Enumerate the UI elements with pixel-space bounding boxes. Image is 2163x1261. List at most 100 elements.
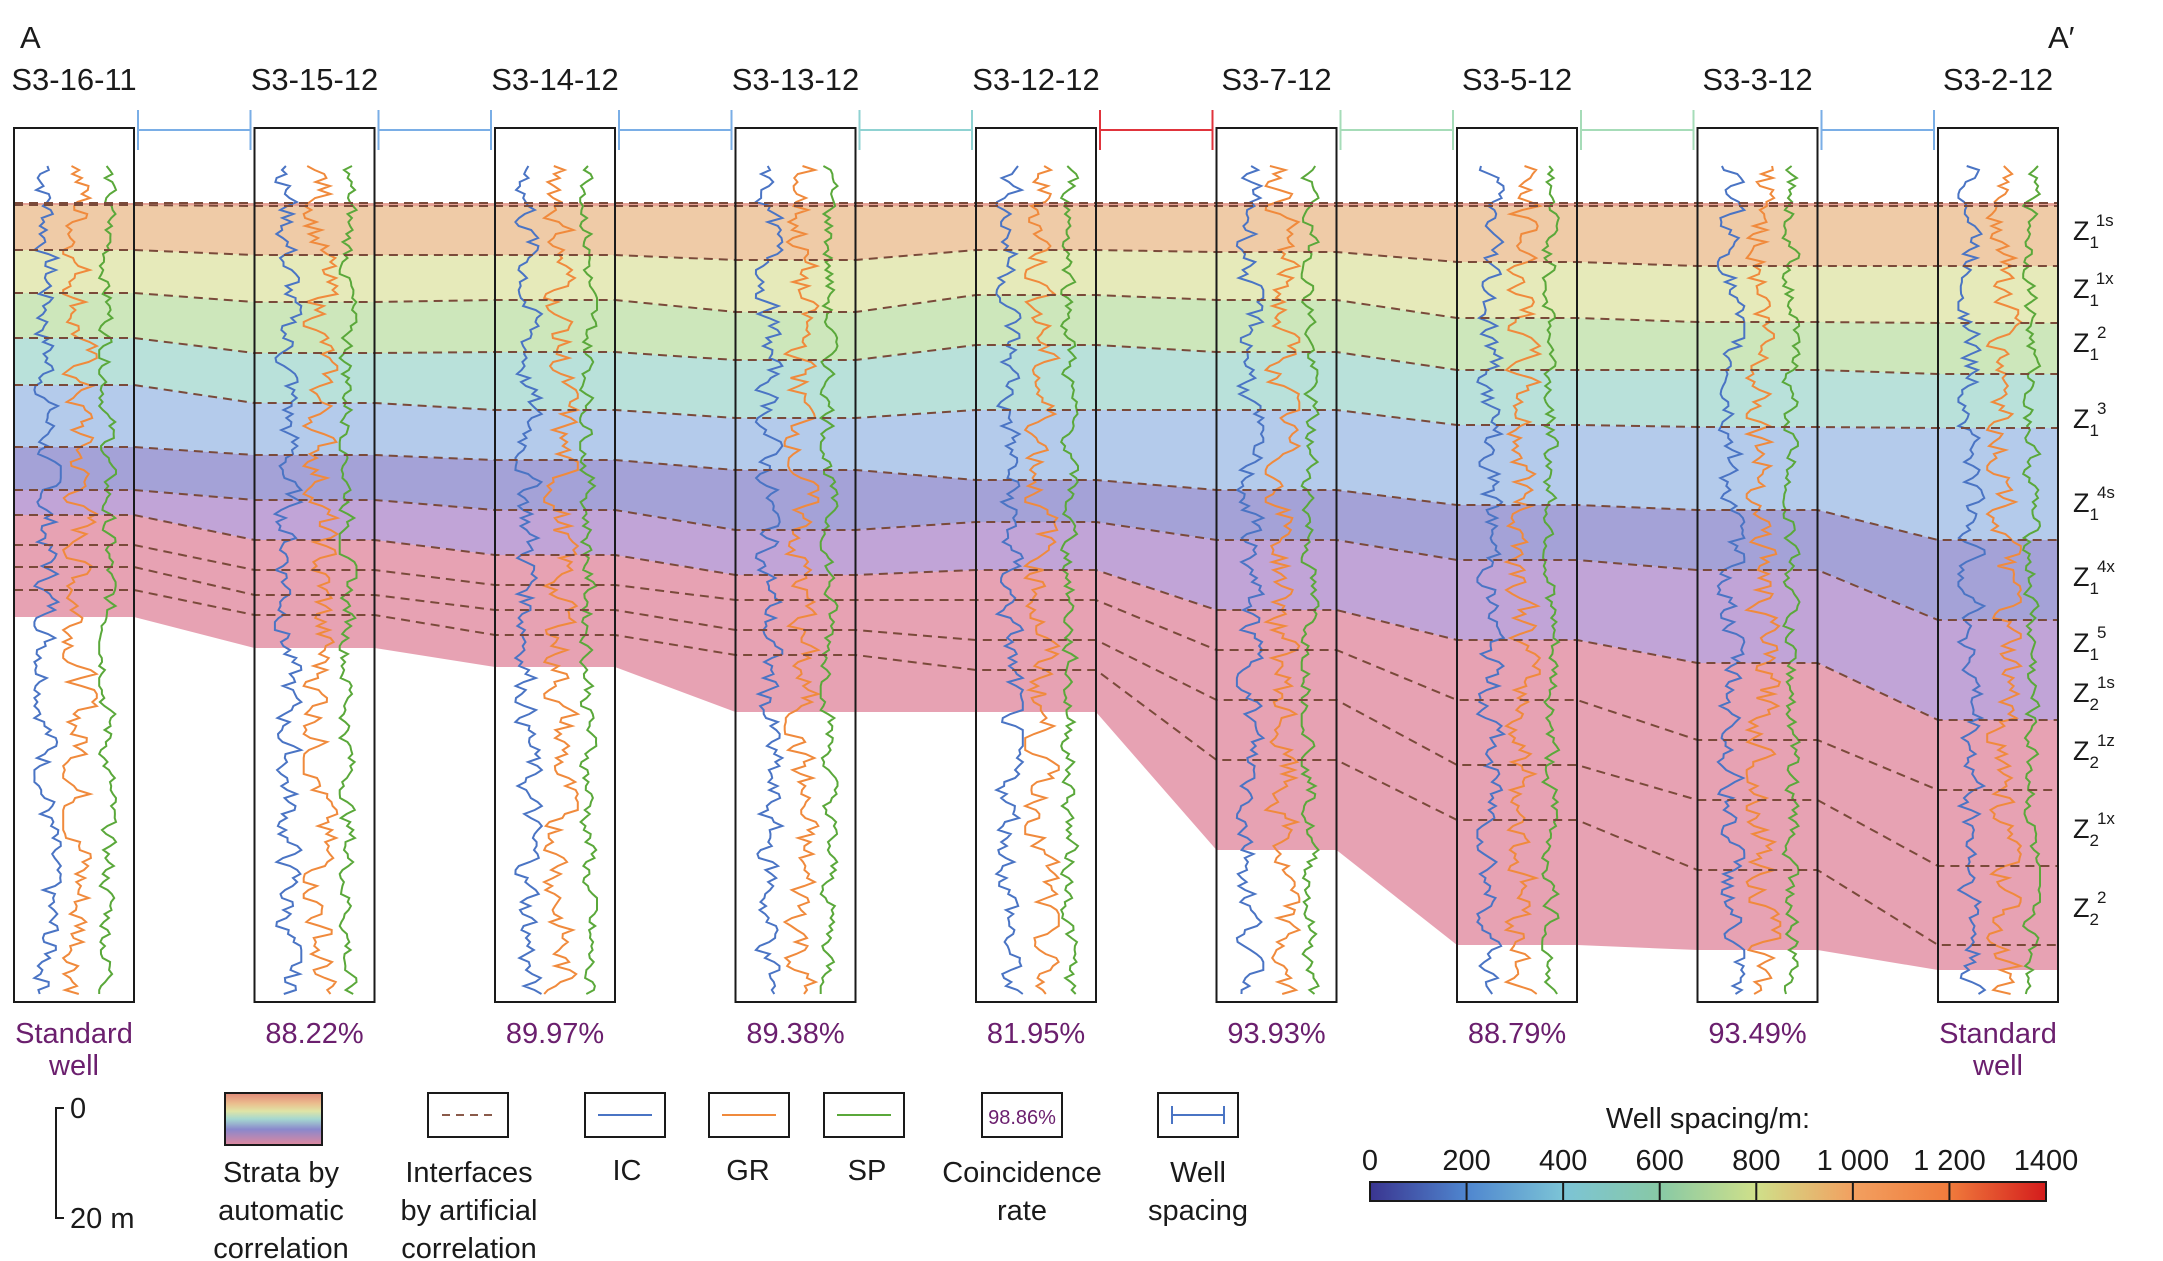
well-frame (1937, 127, 2059, 1003)
colorbar-tick: 800 (1732, 1145, 1780, 1177)
interface-line (14, 544, 2058, 791)
coincidence-rate: 88.22% (265, 1018, 363, 1050)
colorbar-tick: 1400 (2014, 1145, 2079, 1177)
well-spacing-bar (1820, 110, 1935, 150)
section-end-label: A′ (2048, 20, 2075, 55)
well-spacing-bar (1339, 110, 1454, 150)
coincidence-rate: 88.79% (1468, 1018, 1566, 1050)
well-name: S3-15-12 (251, 62, 379, 97)
gr-curve (782, 165, 822, 995)
gr-curve (1263, 165, 1302, 995)
legend-strata-swatch (224, 1092, 323, 1146)
ic-curve (1716, 165, 1747, 995)
well-frame (1456, 127, 1578, 1003)
zone-label: Z11s (2073, 211, 2114, 252)
well-frame (13, 127, 135, 1003)
colorbar-tick: 1 000 (1817, 1145, 1890, 1177)
well-spacing-bar (377, 110, 492, 150)
strata-band (14, 515, 2058, 970)
zone-labels: Z11s Z11x Z12 Z13 Z14s Z14x Z15 Z21s Z21z Z21x Z22 (2073, 211, 2115, 929)
colorbar-tick: 0 (1362, 1145, 1378, 1177)
coincidence-rate: 93.93% (1227, 1018, 1325, 1050)
colorbar-gradient (1369, 1181, 2047, 1202)
spacing-colorbar: Well spacing/m: 0 200 400 600 800 1 000 1 200 1… (1362, 1103, 2079, 1202)
sp-curve (578, 165, 598, 995)
colorbar-title: Well spacing/m: (1606, 1103, 1810, 1135)
gr-curve (1022, 165, 1062, 995)
sp-curve (97, 165, 118, 994)
ic-curve (1956, 165, 1987, 995)
well-name: S3-13-12 (732, 62, 860, 97)
interface-line (14, 337, 2058, 375)
ic-curve (513, 165, 544, 995)
coincidence-rate: 89.97% (506, 1018, 604, 1050)
legend-ic-label: IC (613, 1155, 642, 1187)
interface-line (14, 514, 2058, 721)
well-spacing-bar (137, 110, 252, 150)
sp-curve (1300, 165, 1321, 995)
zone-label: Z21s (2073, 673, 2115, 714)
well-name: S3-3-12 (1702, 62, 1812, 97)
well-frame (253, 127, 376, 1003)
gr-curve (1985, 165, 2025, 995)
strata-band (14, 490, 2058, 720)
well-frame (1696, 127, 1819, 1003)
interface-lines (14, 202, 2058, 946)
well-spacing-bar (1099, 110, 1214, 150)
gr-curve (301, 165, 341, 995)
coincidence-rate: 93.49% (1708, 1018, 1806, 1050)
well-name: S3-12-12 (972, 62, 1100, 97)
sp-curve (2021, 165, 2042, 995)
gr-curve (60, 165, 100, 995)
well-spacing-bar (618, 110, 733, 150)
zone-label: Z12 (2073, 323, 2106, 364)
interface-line (14, 292, 2058, 324)
gr-curve (1503, 165, 1543, 995)
well-name: S3-16-11 (11, 62, 136, 97)
strata-band (14, 293, 2058, 374)
interface-line (14, 589, 2058, 946)
interface-line (14, 204, 2058, 207)
coincidence-rate: 89.38% (746, 1018, 844, 1050)
interface-line (14, 489, 2058, 621)
well-frame (494, 127, 616, 1003)
coincidence-rate: Standard well (15, 1018, 133, 1082)
sp-curve (818, 165, 839, 994)
well-name: S3-5-12 (1462, 62, 1572, 97)
well-frame (734, 127, 857, 1003)
legend-interfaces-label: Interfaces by artificial correlation (401, 1157, 538, 1261)
gr-curve (541, 165, 581, 995)
interface-line (14, 384, 2058, 429)
legend-strata-label: Strata by automatic correlation (213, 1157, 348, 1261)
well-spacing-bar (858, 110, 973, 150)
legend-spacing-swatch (1157, 1092, 1239, 1138)
legend-ic-swatch (584, 1092, 666, 1138)
well-frame (1215, 127, 1338, 1003)
well-frame (975, 127, 1097, 1003)
legend-interfaces-swatch (427, 1092, 509, 1138)
legend-coincidence-sample: 98.86% (988, 1107, 1056, 1129)
well-frames (13, 127, 2059, 1003)
legend: Strata by automatic correlation Interfaces… (213, 1092, 1248, 1261)
legend-gr-swatch (708, 1092, 790, 1138)
ic-curve (1475, 165, 1507, 995)
ic-curve (993, 165, 1025, 995)
interface-line (14, 566, 2058, 867)
zone-label: Z11x (2073, 269, 2114, 310)
zone-label: Z21x (2073, 809, 2115, 850)
well-name: S3-2-12 (1943, 62, 2053, 97)
well-names: S3-16-11 S3-15-12 S3-14-12 S3-13-12 S3-12-12… (11, 62, 2053, 97)
ic-curve (753, 165, 786, 995)
legend-sp-label: SP (848, 1155, 887, 1187)
ic-curve (1235, 165, 1266, 995)
sp-curve (337, 165, 359, 995)
legend-spacing-label: Well spacing (1148, 1157, 1248, 1227)
sp-curve (1540, 165, 1561, 995)
well-spacing-bar (1580, 110, 1695, 150)
zone-label: Z13 (2073, 399, 2106, 440)
sp-curve (1781, 165, 1801, 995)
depth-scale: 0 20 m (55, 1093, 134, 1235)
scale-bottom-label: 20 m (70, 1203, 134, 1235)
coincidence-rate: Standard well (1939, 1018, 2057, 1082)
